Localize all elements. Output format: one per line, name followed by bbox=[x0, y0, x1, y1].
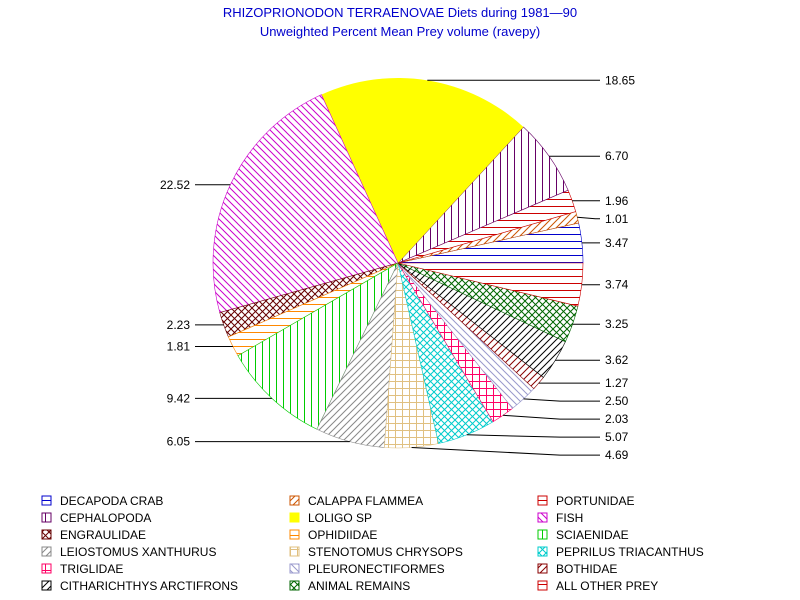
value-label-portunidae: 1.96 bbox=[605, 194, 629, 208]
legend: DECAPODA CRAB CALAPPA FLAMMEA PORTUNIDAE CE… bbox=[41, 494, 704, 593]
value-label-pleuronectiformes: 2.50 bbox=[605, 394, 629, 408]
leader-line-peprilus-triacanthus bbox=[466, 434, 600, 438]
legend-label-engraulidae: ENGRAULIDAE bbox=[60, 528, 146, 542]
leader-line-triglidae bbox=[502, 414, 600, 420]
legend-label-portunidae: PORTUNIDAE bbox=[556, 494, 634, 508]
legend-swatch-peprilus-triacanthus bbox=[537, 546, 548, 557]
value-label-triglidae: 2.03 bbox=[605, 412, 629, 426]
legend-swatch-citharichthys-arctifrons bbox=[41, 580, 52, 591]
legend-swatch-all-other-prey bbox=[537, 580, 548, 591]
value-label-sciaenidae: 9.42 bbox=[167, 391, 191, 405]
legend-label-peprilus-triacanthus: PEPRILUS TRIACANTHUS bbox=[556, 545, 704, 559]
legend-swatch-fish bbox=[537, 512, 548, 523]
value-label-calappa-flammea: 1.01 bbox=[605, 212, 629, 226]
leader-line-stenotomus-chrysops bbox=[411, 447, 600, 456]
slice-loligo-sp bbox=[321, 77, 524, 263]
legend-swatch-loligo-sp bbox=[289, 512, 300, 523]
legend-label-bothidae: BOTHIDAE bbox=[556, 562, 617, 576]
chart-subtitle: Unweighted Percent Mean Prey volume (rav… bbox=[260, 24, 540, 39]
legend-swatch-pleuronectiformes bbox=[289, 563, 300, 574]
value-label-loligo-sp: 18.65 bbox=[605, 73, 635, 87]
legend-label-calappa-flammea: CALAPPA FLAMMEA bbox=[308, 494, 423, 508]
value-label-ophidiidae: 1.81 bbox=[167, 339, 191, 353]
slice-labels: 18.65 6.70 1.96 1.01 3.47 3.74 3.25 3.62 1.27 2.5… bbox=[160, 73, 635, 462]
legend-swatch-animal-remains bbox=[289, 580, 300, 591]
legend-swatch-portunidae bbox=[537, 495, 548, 506]
value-label-peprilus-triacanthus: 5.07 bbox=[605, 430, 629, 444]
value-label-animal-remains: 3.25 bbox=[605, 317, 629, 331]
legend-label-decapoda-crab: DECAPODA CRAB bbox=[60, 494, 163, 508]
value-label-leiostomus-xanthurus: 6.05 bbox=[167, 435, 191, 449]
legend-label-loligo-sp: LOLIGO SP bbox=[308, 511, 372, 525]
legend-label-triglidae: TRIGLIDAE bbox=[60, 562, 123, 576]
slice-cephalopoda bbox=[397, 126, 569, 264]
slice-fish bbox=[212, 94, 399, 313]
legend-swatch-triglidae bbox=[41, 563, 52, 574]
legend-swatch-stenotomus-chrysops bbox=[289, 546, 300, 557]
legend-label-cephalopoda: CEPHALOPODA bbox=[60, 511, 151, 525]
slice-sciaenidae bbox=[237, 262, 399, 430]
value-label-bothidae: 1.27 bbox=[605, 376, 629, 390]
leader-line-pleuronectiformes bbox=[523, 398, 600, 402]
leader-line-calappa-flammea bbox=[577, 216, 600, 220]
value-label-engraulidae: 2.23 bbox=[167, 318, 191, 332]
legend-label-all-other-prey: ALL OTHER PREY bbox=[556, 579, 658, 593]
legend-swatch-sciaenidae bbox=[537, 529, 548, 540]
legend-label-stenotomus-chrysops: STENOTOMUS CHRYSOPS bbox=[308, 545, 463, 559]
legend-label-sciaenidae: SCIAENIDAE bbox=[556, 528, 629, 542]
pie-slices bbox=[212, 77, 584, 449]
value-label-fish: 22.52 bbox=[160, 178, 190, 192]
legend-swatch-decapoda-crab bbox=[41, 495, 52, 506]
value-label-all-other-prey: 3.74 bbox=[605, 278, 629, 292]
legend-swatch-leiostomus-xanthurus bbox=[41, 546, 52, 557]
legend-swatch-engraulidae bbox=[41, 529, 52, 540]
value-label-stenotomus-chrysops: 4.69 bbox=[605, 448, 629, 462]
legend-label-leiostomus-xanthurus: LEIOSTOMUS XANTHURUS bbox=[60, 545, 216, 559]
legend-label-fish: FISH bbox=[556, 511, 583, 525]
legend-swatch-ophidiidae bbox=[289, 529, 300, 540]
legend-label-ophidiidae: OPHIDIIDAE bbox=[308, 528, 377, 542]
legend-swatch-bothidae bbox=[537, 563, 548, 574]
legend-label-citharichthys-arctifrons: CITHARICHTHYS ARCTIFRONS bbox=[60, 579, 238, 593]
legend-label-pleuronectiformes: PLEURONECTIFORMES bbox=[308, 562, 445, 576]
chart-title: RHIZOPRIONODON TERRAENOVAE Diets during … bbox=[223, 5, 577, 20]
value-label-cephalopoda: 6.70 bbox=[605, 149, 629, 163]
legend-swatch-calappa-flammea bbox=[289, 495, 300, 506]
legend-swatch-cephalopoda bbox=[41, 512, 52, 523]
legend-label-animal-remains: ANIMAL REMAINS bbox=[308, 579, 410, 593]
value-label-citharichthys-arctifrons: 3.62 bbox=[605, 353, 629, 367]
value-label-decapoda-crab: 3.47 bbox=[605, 236, 629, 250]
